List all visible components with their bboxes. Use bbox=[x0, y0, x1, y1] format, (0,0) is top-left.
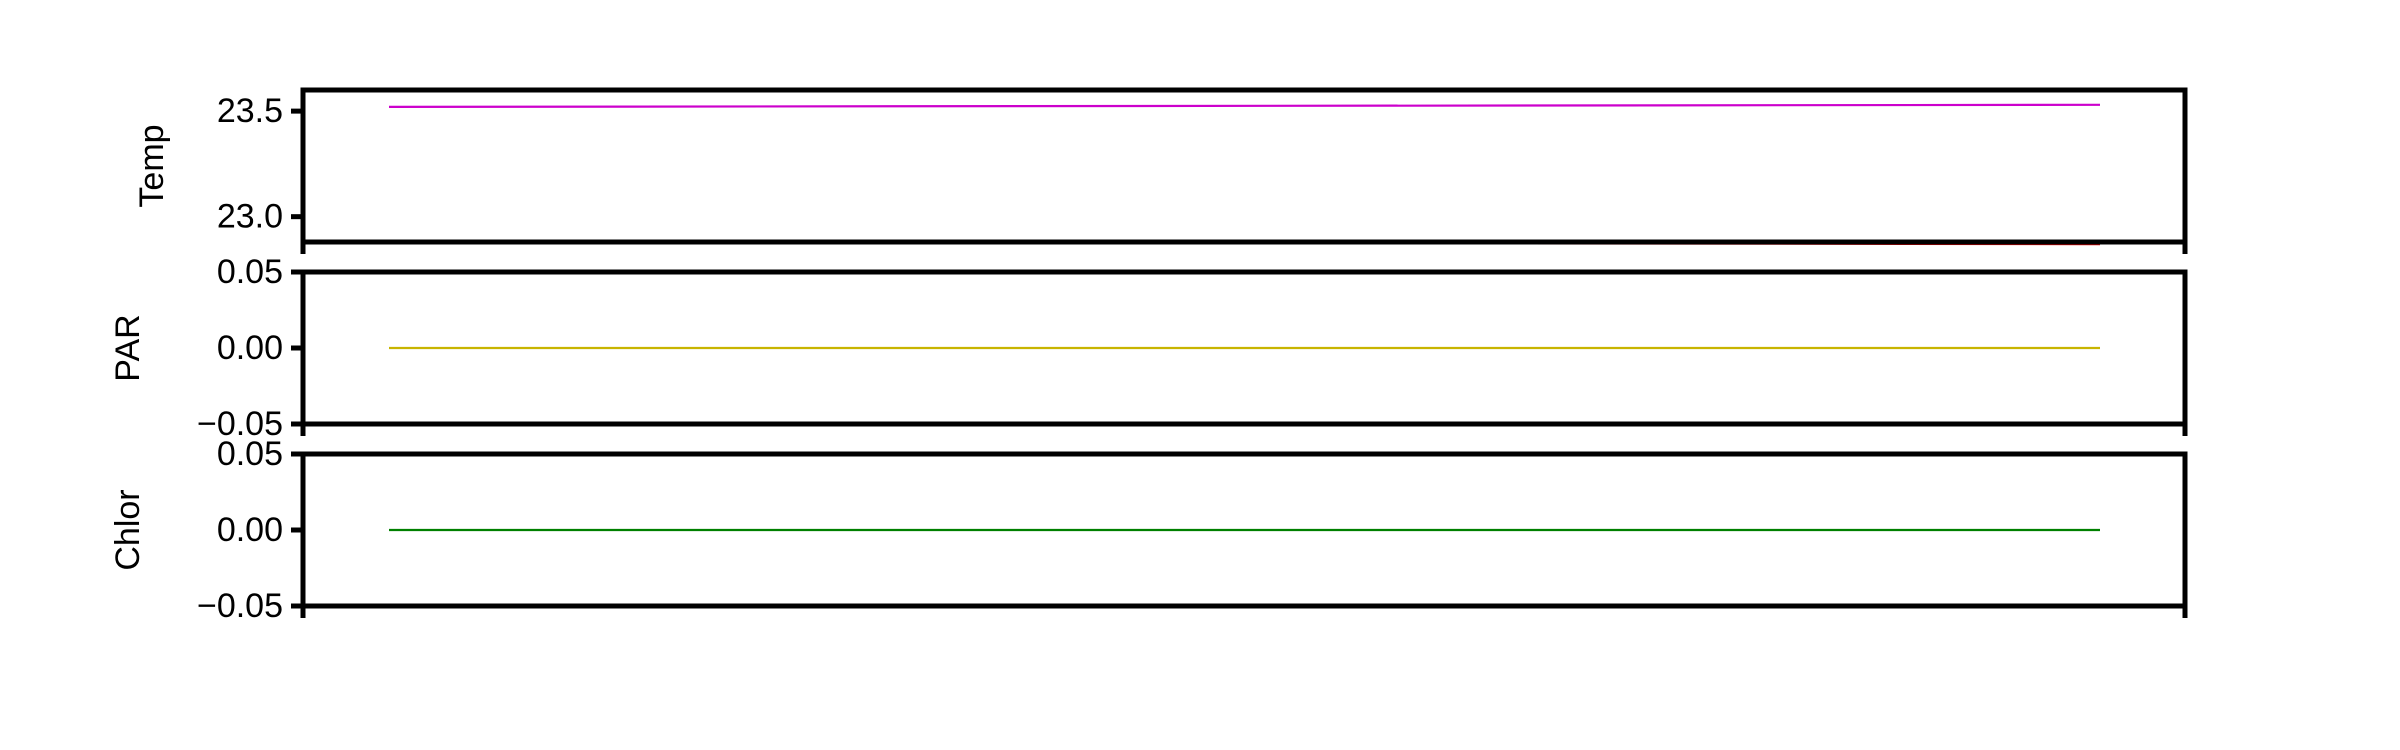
plot-frame bbox=[300, 87, 2188, 245]
y-axis-label: Temp bbox=[133, 124, 171, 207]
y-tick-label: 23.5 bbox=[217, 92, 283, 130]
y-tick-label: 23.0 bbox=[217, 198, 283, 236]
panel-1: 23.0 23.5 Temp bbox=[133, 87, 2188, 254]
y-tick-label: −0.05 bbox=[197, 405, 283, 443]
panel-2: 0.05 0.00 −0.05 PAR bbox=[109, 253, 2188, 443]
panel-3: 0.05 0.00 −0.05 Chlor bbox=[109, 435, 2188, 625]
y-tick-label: −0.05 bbox=[197, 587, 283, 625]
panels: 23.0 23.5 Temp 0.05 0.00 −0.05 PAR 0.05 0.00 −0.0… bbox=[109, 87, 2188, 625]
y-axis-label: Chlor bbox=[109, 489, 147, 570]
y-axis-label: PAR bbox=[109, 314, 147, 381]
y-tick-label: 0.00 bbox=[217, 329, 283, 367]
y-tick-label: 0.00 bbox=[217, 511, 283, 549]
y-tick-label: 0.05 bbox=[217, 435, 283, 473]
y-tick-label: 0.05 bbox=[217, 253, 283, 291]
series-line-1 bbox=[388, 103, 2101, 109]
